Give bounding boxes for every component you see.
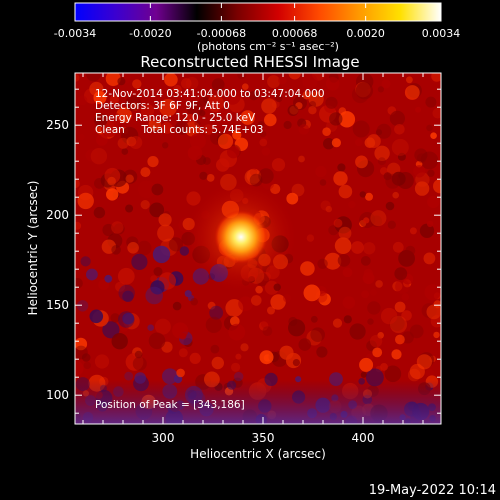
plot-frame: [74, 72, 442, 425]
x-axis-label: Heliocentric X (arcsec): [190, 447, 326, 461]
info-energy-range: Energy Range: 12.0 - 25.0 keV: [95, 112, 256, 124]
colorbar-tick-label: 0.0020: [346, 27, 385, 40]
colorbar: -0.0034 -0.0020 -0.00068 0.00068 0.0020 0.003…: [54, 2, 460, 53]
x-tick-label: 400: [352, 431, 375, 445]
info-detectors: Detectors: 3F 6F 9F, Att 0: [95, 100, 230, 112]
colorbar-tick-label: 0.0034: [422, 27, 461, 40]
info-box: 12-Nov-2014 03:41:04.000 to 03:47:04.000…: [95, 88, 325, 136]
y-tick-label: 100: [46, 388, 69, 402]
colorbar-tick-label: -0.0034: [54, 27, 96, 40]
info-time-range: 12-Nov-2014 03:41:04.000 to 03:47:04.000: [95, 88, 325, 100]
info-total-counts: Clean Total counts: 5.74E+03: [95, 124, 264, 136]
y-tick-label: 200: [46, 208, 69, 222]
y-axis-label: Heliocentric Y (arcsec): [26, 181, 40, 316]
colorbar-ticks: -0.0034 -0.0020 -0.00068 0.00068 0.0020 0.003…: [54, 3, 460, 40]
image-area: [75, 73, 441, 424]
x-tick-label: 350: [252, 431, 275, 445]
colorbar-units-label: (photons cm⁻² s⁻¹ asec⁻²): [197, 40, 339, 53]
peak-position-label: Position of Peak = [343,186]: [95, 399, 245, 411]
flare-peak: [214, 210, 268, 264]
y-axis: 100 150 200 250: [46, 88, 441, 414]
colorbar-tick-label: -0.0020: [129, 27, 171, 40]
plot-title: Reconstructed RHESSI Image: [140, 53, 359, 71]
colorbar-gradient: [74, 2, 442, 22]
y-tick-label: 250: [46, 118, 69, 132]
colorbar-tick-label: 0.00068: [272, 27, 318, 40]
y-tick-label: 150: [46, 298, 69, 312]
colorbar-tick-label: -0.00068: [197, 27, 246, 40]
x-axis: 300 350 400: [82, 73, 424, 445]
x-tick-label: 300: [152, 431, 175, 445]
footer-date: 19-May-2022 10:14: [369, 483, 496, 498]
